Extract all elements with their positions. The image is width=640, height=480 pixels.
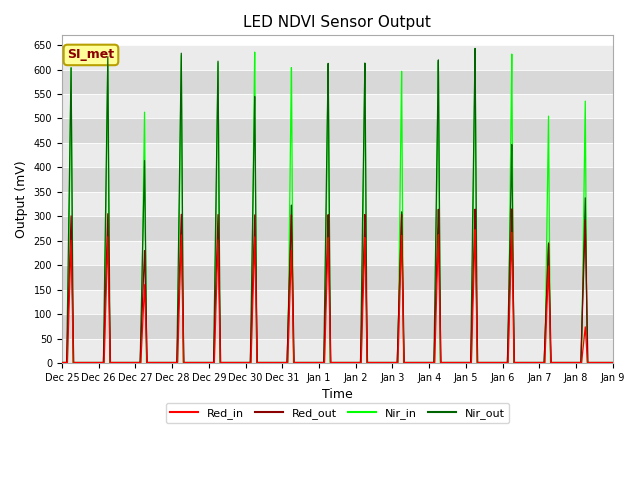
Nir_in: [492, 360, 499, 365]
Red_in: [607, 360, 615, 365]
Bar: [62, 314, 613, 338]
Bar: [62, 192, 613, 216]
Bar: [62, 119, 613, 143]
Red_out: [264, 360, 272, 365]
Red_out: [170, 360, 178, 365]
Bar: [62, 289, 613, 314]
Nir_in: [609, 360, 617, 365]
Nir_out: [170, 360, 178, 365]
Red_out: [609, 360, 617, 365]
Nir_out: [492, 360, 499, 365]
Line: Red_in: Red_in: [62, 230, 613, 362]
Nir_in: [413, 360, 421, 365]
Nir_out: [609, 360, 617, 365]
Bar: [62, 168, 613, 192]
Red_out: [58, 360, 66, 365]
Text: SI_met: SI_met: [67, 48, 115, 61]
Nir_in: [607, 360, 615, 365]
Nir_in: [58, 360, 66, 365]
Red_in: [413, 360, 421, 365]
Red_out: [176, 262, 184, 268]
Bar: [62, 338, 613, 363]
Bar: [62, 143, 613, 168]
Red_out: [413, 360, 421, 365]
Line: Red_out: Red_out: [62, 209, 613, 362]
Red_in: [492, 360, 499, 365]
Bar: [62, 241, 613, 265]
Line: Nir_out: Nir_out: [62, 48, 613, 362]
Nir_in: [170, 360, 178, 365]
Bar: [62, 70, 613, 94]
Bar: [62, 94, 613, 119]
Nir_out: [413, 360, 421, 365]
Red_in: [170, 360, 178, 365]
Line: Nir_in: Nir_in: [62, 49, 613, 362]
Bar: [62, 45, 613, 70]
Nir_in: [471, 47, 479, 52]
X-axis label: Time: Time: [322, 388, 353, 401]
Y-axis label: Output (mV): Output (mV): [15, 160, 28, 238]
Bar: [62, 265, 613, 289]
Red_in: [176, 285, 184, 290]
Nir_in: [176, 179, 184, 184]
Red_in: [264, 360, 272, 365]
Nir_out: [607, 360, 615, 365]
Nir_out: [176, 156, 184, 162]
Red_out: [492, 360, 499, 365]
Nir_out: [264, 360, 272, 365]
Red_out: [607, 360, 615, 365]
Red_in: [471, 227, 479, 233]
Nir_out: [471, 46, 479, 51]
Legend: Red_in, Red_out, Nir_in, Nir_out: Red_in, Red_out, Nir_in, Nir_out: [166, 403, 509, 423]
Red_in: [609, 360, 617, 365]
Red_out: [508, 206, 516, 212]
Bar: [62, 216, 613, 241]
Nir_in: [264, 360, 272, 365]
Title: LED NDVI Sensor Output: LED NDVI Sensor Output: [243, 15, 431, 30]
Red_in: [58, 360, 66, 365]
Nir_out: [58, 360, 66, 365]
